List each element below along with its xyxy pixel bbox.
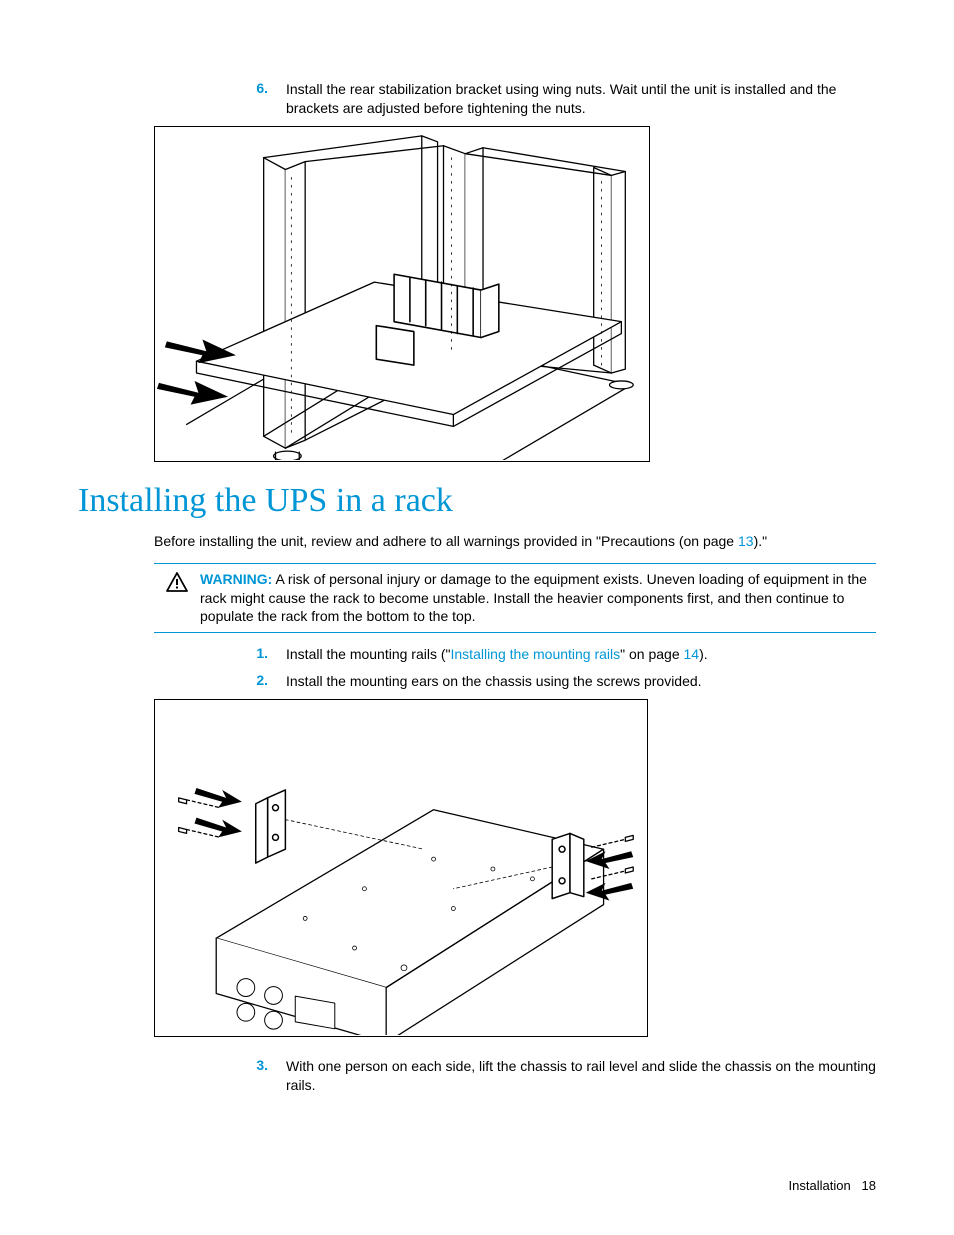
intro-prefix: Before installing the unit, review and a… (154, 533, 738, 549)
warning-body: WARNING: A risk of personal injury or da… (200, 570, 876, 627)
mounting-rails-page-link[interactable]: 14 (684, 646, 700, 662)
step-3: 3. With one person on each side, lift th… (78, 1057, 876, 1095)
warning-callout: WARNING: A risk of personal injury or da… (154, 563, 876, 634)
section-heading: Installing the UPS in a rack (78, 482, 876, 520)
step-2-text: Install the mounting ears on the chassis… (286, 672, 876, 691)
step-6: 6. Install the rear stabilization bracke… (78, 80, 876, 118)
footer-page-number: 18 (862, 1178, 876, 1193)
rack-bracket-illustration (156, 128, 648, 460)
mounting-rails-link[interactable]: Installing the mounting rails (451, 646, 621, 662)
step-1-mid: " on page (620, 646, 683, 662)
step-2: 2. Install the mounting ears on the chas… (78, 672, 876, 691)
figure-chassis-ears (154, 699, 648, 1037)
footer-section: Installation (789, 1178, 851, 1193)
precautions-page-link[interactable]: 13 (738, 533, 754, 549)
step-2-number: 2. (154, 672, 286, 691)
chassis-ears-illustration (156, 701, 646, 1035)
step-1-suffix: ). (699, 646, 708, 662)
warning-triangle-icon (154, 570, 200, 627)
intro-suffix: )." (754, 533, 768, 549)
intro-paragraph: Before installing the unit, review and a… (154, 532, 876, 551)
page-footer: Installation 18 (789, 1178, 876, 1193)
page-container: 6. Install the rear stabilization bracke… (0, 0, 954, 1235)
figure-rack-bracket (154, 126, 650, 462)
step-1-number: 1. (154, 645, 286, 664)
step-1-prefix: Install the mounting rails (" (286, 646, 451, 662)
step-1: 1. Install the mounting rails ("Installi… (78, 645, 876, 664)
warning-label: WARNING: (200, 571, 272, 587)
warning-text: A risk of personal injury or damage to t… (200, 571, 867, 625)
step-3-number: 3. (154, 1057, 286, 1095)
step-1-text: Install the mounting rails ("Installing … (286, 645, 876, 664)
step-6-text: Install the rear stabilization bracket u… (286, 80, 876, 118)
step-3-text: With one person on each side, lift the c… (286, 1057, 876, 1095)
step-6-number: 6. (154, 80, 286, 118)
